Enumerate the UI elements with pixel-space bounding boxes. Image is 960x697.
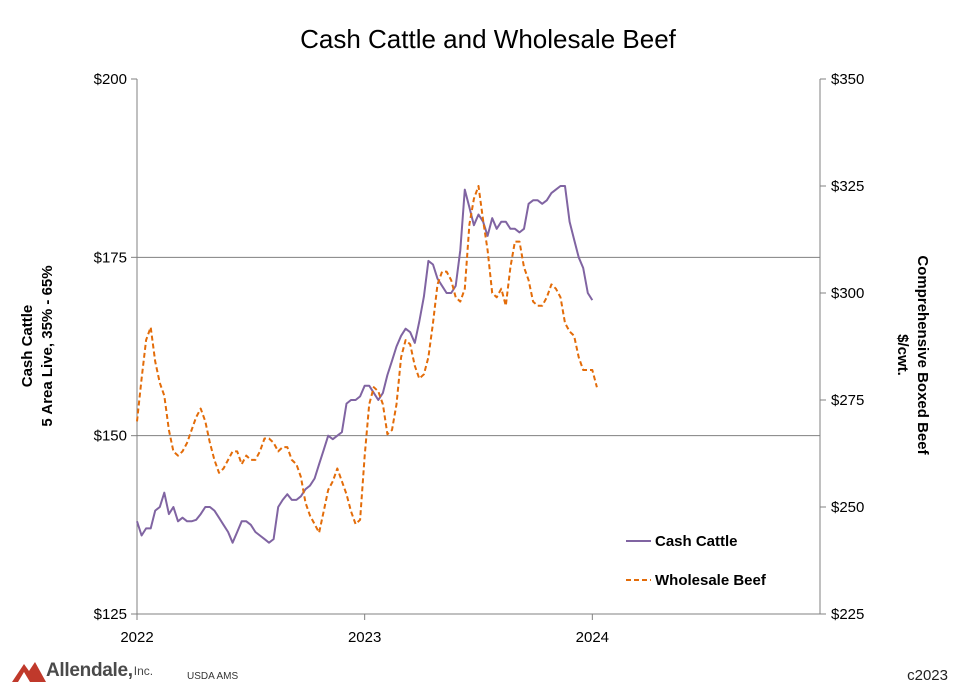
right-axis-label: Comprehensive Boxed Beef$/cwt. [894,255,931,455]
right-axis-label-line: $/cwt. [894,334,911,376]
left-axis-label: Cash Cattle 5 Area Live, 35% - 65% [19,265,56,426]
x-tick-label: 2024 [576,629,609,646]
grid-lines [137,256,820,437]
right-tick-label: $275 [831,392,864,409]
right-axis-label-line: Comprehensive Boxed Beef [914,255,931,455]
logo-name: Allendale, [46,660,133,681]
right-axis-tick-labels: $225 $250 $275 $300 $325 $350 [831,71,864,623]
right-tick-label: $300 [831,285,864,302]
wholesale-beef-line [136,185,598,534]
legend-label: Cash Cattle [655,533,738,550]
x-axis-tick-labels: 2022 2023 2024 [120,629,609,646]
right-tick-label: $350 [831,71,864,88]
left-tick-label: $150 [94,428,127,445]
right-tick-label: $250 [831,499,864,516]
cash-cattle-line [136,185,594,544]
data-source: USDA AMS [187,671,239,682]
logo-suffix: Inc. [133,664,154,678]
left-tick-label: $175 [94,249,127,266]
legend-label: Wholesale Beef [655,572,767,589]
right-tick-label: $325 [831,178,864,195]
allendale-logo: Allendale, Inc. [12,660,153,682]
mountain-logo-icon [12,662,46,682]
legend: Cash Cattle Wholesale Beef [626,533,767,589]
left-tick-label: $125 [94,606,127,623]
left-tick-label: $200 [94,71,127,88]
left-axis-label-line: Cash Cattle [19,305,36,388]
left-axis-label-line: 5 Area Live, 35% - 65% [39,265,56,426]
series-lines [136,185,598,544]
axes [131,78,826,620]
right-tick-label: $225 [831,606,864,623]
x-tick-label: 2022 [120,629,153,646]
x-tick-label: 2023 [348,629,381,646]
chart-title: Cash Cattle and Wholesale Beef [300,24,677,54]
left-axis-tick-labels: $125 $150 $175 $200 [94,71,127,623]
copyright: c2023 [907,667,948,684]
